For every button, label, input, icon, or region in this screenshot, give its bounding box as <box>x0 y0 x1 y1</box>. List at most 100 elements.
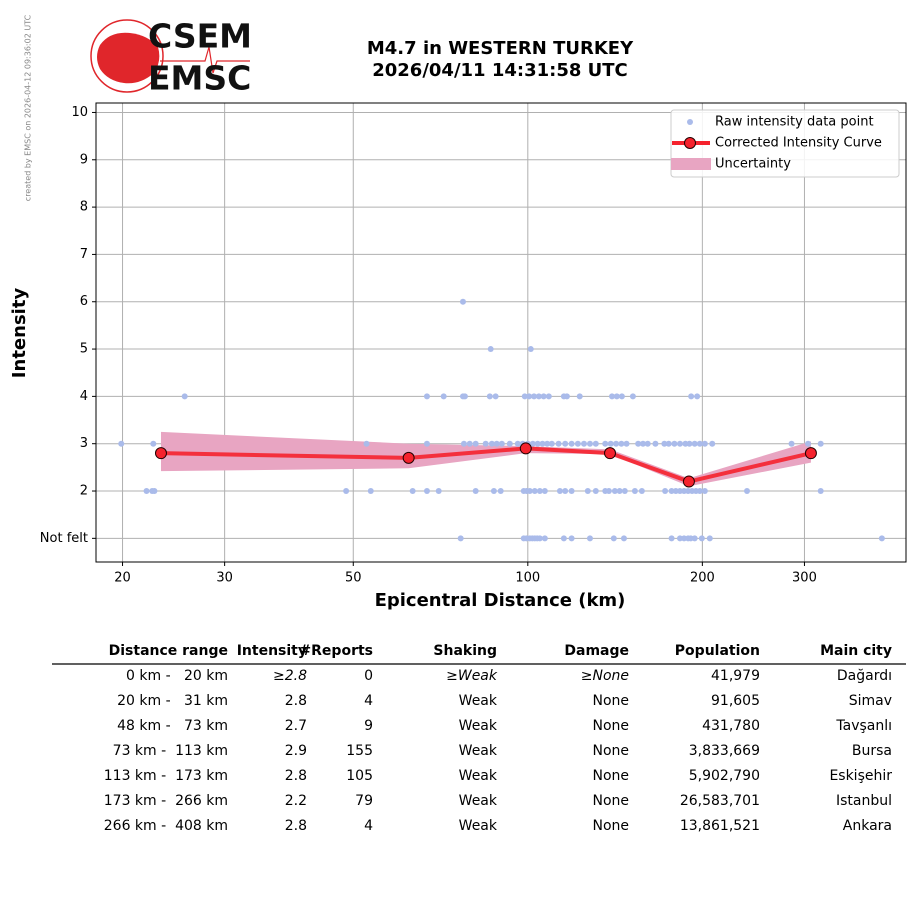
curve-point <box>519 442 532 455</box>
data-point <box>576 393 583 400</box>
data-point <box>563 393 570 400</box>
data-point <box>526 393 533 400</box>
data-point <box>435 488 442 495</box>
data-point <box>568 488 575 495</box>
table-cell: ≥2.8 <box>273 668 307 684</box>
data-point <box>440 393 447 400</box>
data-point <box>613 440 620 447</box>
data-point <box>466 440 473 447</box>
table-cell: ≥None <box>581 668 629 684</box>
table-header: Damage <box>564 643 629 659</box>
data-point <box>817 440 824 447</box>
data-point <box>548 440 555 447</box>
table-cell: Simav <box>849 693 892 709</box>
data-point <box>586 440 593 447</box>
table-cell: 48 km - 73 km <box>117 718 228 734</box>
data-point <box>545 393 552 400</box>
table-cell: Eskişehir <box>829 768 892 784</box>
table-cell: ≥Weak <box>446 668 498 684</box>
credit: created by EMSC on 2026-04-12 09:36:02 U… <box>24 14 33 201</box>
table-cell: 155 <box>346 743 373 759</box>
y-tick-label: 4 <box>80 389 88 404</box>
legend-marker <box>687 119 693 125</box>
data-point <box>536 488 543 495</box>
data-point <box>817 488 824 495</box>
data-point <box>181 393 188 400</box>
table-cell: 73 km - 113 km <box>113 743 228 759</box>
table-cell: 0 km - 20 km <box>126 668 228 684</box>
data-point <box>488 440 495 447</box>
data-point <box>363 440 370 447</box>
y-tick-label: 2 <box>80 484 88 499</box>
data-point <box>529 440 536 447</box>
data-point <box>423 488 430 495</box>
data-point <box>618 393 625 400</box>
table-cell: 91,605 <box>711 693 760 709</box>
logo-text: CSEM <box>148 17 252 56</box>
table-cell: 2.8 <box>285 693 307 709</box>
y-tick-label: 10 <box>71 105 88 120</box>
data-point <box>562 488 569 495</box>
data-point <box>878 535 885 542</box>
y-tick-label: 7 <box>80 247 88 262</box>
data-point <box>620 535 627 542</box>
table-header: Intensity <box>237 643 307 659</box>
data-point <box>459 298 466 305</box>
data-point <box>487 346 494 353</box>
data-point <box>568 440 575 447</box>
legend-label: Corrected Intensity Curve <box>715 136 882 151</box>
x-tick-label: 30 <box>216 571 233 586</box>
data-point <box>527 346 534 353</box>
y-tick-label: 5 <box>80 342 88 357</box>
logo-line <box>160 46 250 74</box>
table-cell: 20 km - 31 km <box>117 693 228 709</box>
table-cell: 2.8 <box>285 768 307 784</box>
table-header: #Reports <box>299 643 373 659</box>
table-cell: Tavşanlı <box>835 718 892 734</box>
data-point <box>696 440 703 447</box>
table-cell: Bursa <box>852 743 892 759</box>
data-point <box>639 440 646 447</box>
curve-point <box>604 447 617 460</box>
table-cell: Ankara <box>843 818 892 834</box>
data-point <box>661 440 668 447</box>
table-cell: Weak <box>459 743 498 759</box>
table-cell: Weak <box>459 793 498 809</box>
data-point <box>631 488 638 495</box>
data-point <box>536 535 543 542</box>
data-point <box>568 535 575 542</box>
y-tick-label: Not felt <box>40 531 88 546</box>
data-point <box>616 488 623 495</box>
x-tick-label: 300 <box>792 571 817 586</box>
chart-subtitle: 2026/04/11 14:31:58 UTC <box>372 60 628 81</box>
table-cell: Istanbul <box>836 793 892 809</box>
data-point <box>497 488 504 495</box>
data-point <box>581 440 588 447</box>
x-tick-label: 50 <box>345 571 362 586</box>
table-cell: 113 km - 173 km <box>104 768 228 784</box>
data-point <box>150 440 157 447</box>
table-cell: None <box>592 718 629 734</box>
curve-point <box>402 451 415 464</box>
data-point <box>482 440 489 447</box>
data-point <box>592 488 599 495</box>
data-point <box>696 488 703 495</box>
data-point <box>706 535 713 542</box>
table-cell: Weak <box>459 718 498 734</box>
data-point <box>493 440 500 447</box>
table-cell: Weak <box>459 768 498 784</box>
legend-label: Raw intensity data point <box>715 115 874 130</box>
data-point <box>472 440 479 447</box>
table-cell: 4 <box>364 818 373 834</box>
data-point <box>613 393 620 400</box>
table-header: Main city <box>820 643 892 659</box>
data-point <box>555 440 562 447</box>
table-cell: 79 <box>355 793 373 809</box>
data-point <box>574 440 581 447</box>
logo-map <box>97 32 160 84</box>
y-tick-label: 8 <box>80 200 88 215</box>
data-point <box>498 440 505 447</box>
table-cell: Weak <box>459 818 498 834</box>
table-cell: 2.8 <box>285 818 307 834</box>
